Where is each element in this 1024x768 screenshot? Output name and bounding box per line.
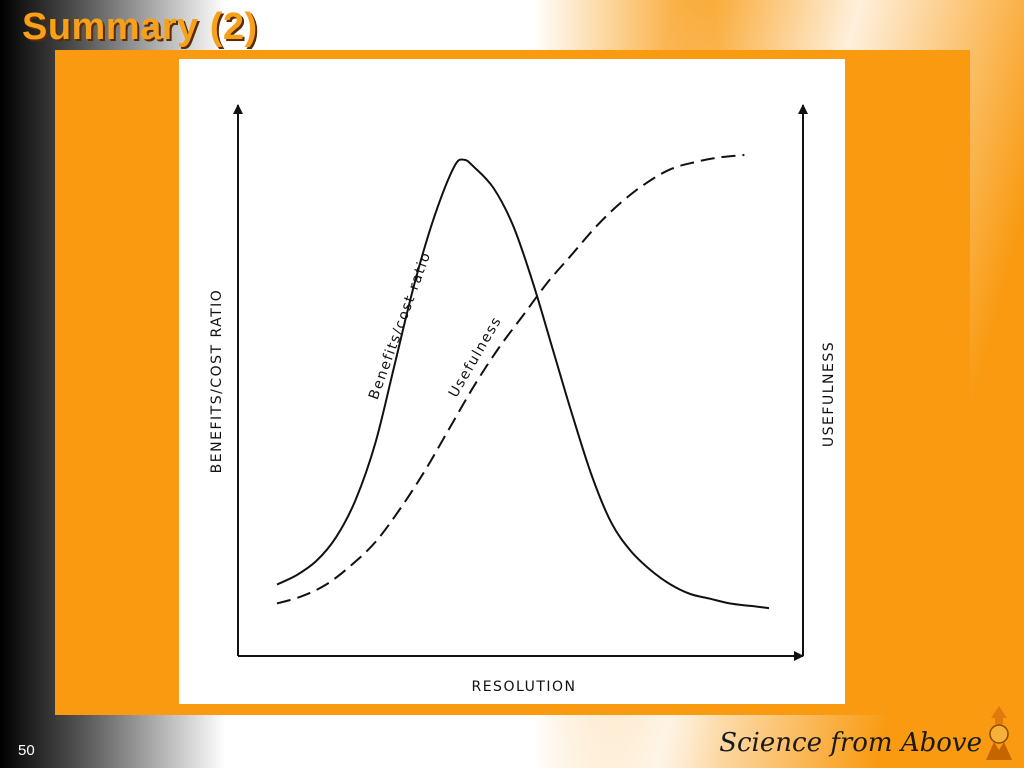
slide-number: 50	[18, 742, 35, 759]
slide-title: Summary (2)	[22, 6, 258, 48]
chart-svg: BENEFITS/COST RATIO USEFULNESS RESOLUTIO…	[209, 104, 837, 695]
series-line-usefulness	[276, 154, 745, 605]
series-label-usefulness: Usefulness	[446, 314, 505, 401]
x-axis-label: RESOLUTION	[471, 679, 576, 695]
series-layer	[276, 154, 770, 610]
brand-logo: Science from Above	[719, 728, 982, 758]
series-line-benefits-cost-ratio	[276, 158, 770, 610]
emblem-icon	[986, 706, 1012, 760]
series-label-benefits: Benefits/cost ratio	[366, 249, 434, 401]
y-axis-label-right: USEFULNESS	[821, 341, 837, 447]
chart-panel: BENEFITS/COST RATIO USEFULNESS RESOLUTIO…	[179, 59, 845, 704]
y-axis-label-left: BENEFITS/COST RATIO	[209, 289, 225, 474]
